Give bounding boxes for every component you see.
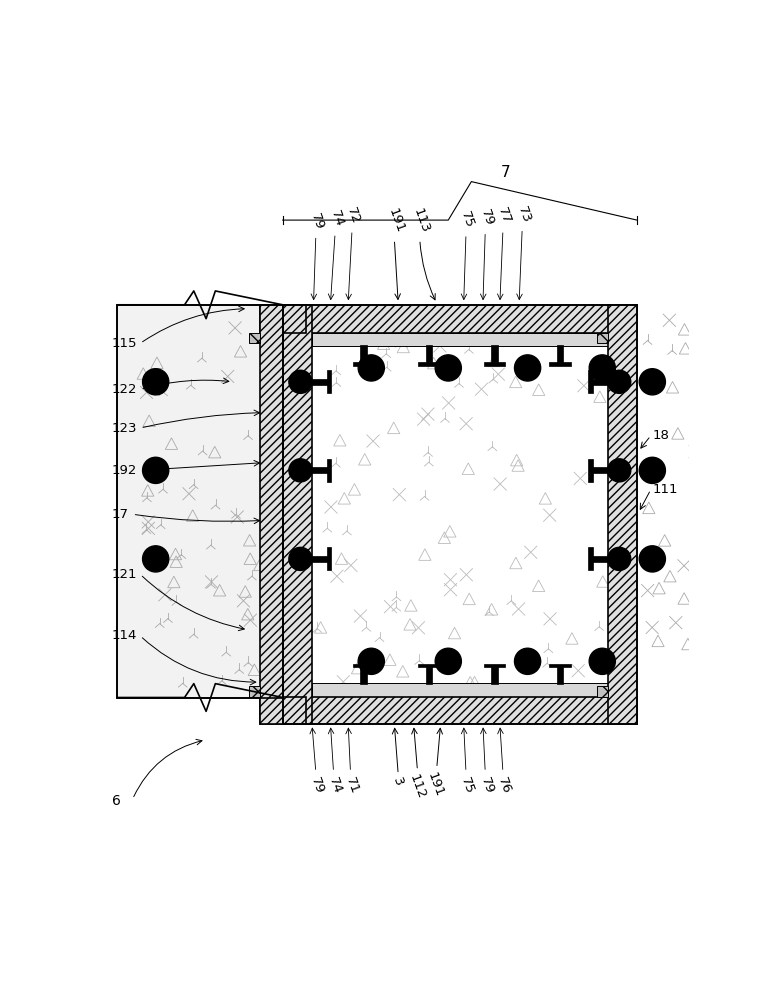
Text: 3: 3 bbox=[391, 776, 406, 788]
Bar bbox=[492, 667, 498, 684]
Text: 79: 79 bbox=[309, 211, 326, 232]
Text: 74: 74 bbox=[326, 776, 344, 796]
Text: 122: 122 bbox=[112, 383, 137, 396]
Text: 73: 73 bbox=[515, 204, 533, 225]
Circle shape bbox=[289, 370, 312, 393]
Bar bbox=[312, 333, 607, 346]
Circle shape bbox=[289, 459, 312, 482]
Text: 74: 74 bbox=[328, 209, 346, 229]
Text: 113: 113 bbox=[411, 206, 432, 235]
Text: 17: 17 bbox=[112, 508, 129, 521]
Circle shape bbox=[607, 459, 631, 482]
Bar bbox=[492, 345, 498, 362]
Bar bbox=[557, 345, 563, 362]
Text: 72: 72 bbox=[345, 206, 362, 226]
Bar bbox=[484, 362, 505, 366]
Bar bbox=[260, 305, 283, 724]
Bar bbox=[588, 459, 593, 482]
Bar bbox=[588, 370, 593, 393]
Circle shape bbox=[515, 648, 541, 674]
Bar bbox=[607, 305, 637, 724]
Bar bbox=[360, 667, 366, 684]
Bar bbox=[260, 697, 306, 724]
Text: 115: 115 bbox=[112, 337, 137, 350]
Text: 79: 79 bbox=[309, 776, 326, 796]
Circle shape bbox=[639, 546, 665, 572]
Bar bbox=[326, 370, 331, 393]
Bar bbox=[591, 556, 609, 562]
Bar bbox=[249, 333, 260, 343]
Text: 111: 111 bbox=[652, 483, 678, 496]
Circle shape bbox=[607, 547, 631, 570]
Text: 191: 191 bbox=[386, 206, 407, 235]
Bar bbox=[549, 362, 571, 366]
Text: 77: 77 bbox=[495, 206, 514, 226]
Text: 114: 114 bbox=[112, 629, 137, 642]
Text: 123: 123 bbox=[112, 422, 137, 434]
Circle shape bbox=[607, 370, 631, 393]
Bar bbox=[353, 362, 374, 366]
Circle shape bbox=[143, 369, 169, 395]
Bar bbox=[283, 305, 637, 724]
Bar bbox=[326, 547, 331, 570]
Bar bbox=[426, 345, 432, 362]
Text: 18: 18 bbox=[652, 429, 669, 442]
Bar bbox=[326, 459, 331, 482]
Bar bbox=[588, 547, 593, 570]
Text: 112: 112 bbox=[407, 773, 428, 801]
Bar bbox=[591, 379, 609, 385]
Text: 75: 75 bbox=[458, 210, 476, 230]
Bar bbox=[549, 664, 571, 667]
Bar bbox=[419, 362, 440, 366]
Bar bbox=[283, 305, 312, 724]
Circle shape bbox=[358, 648, 384, 674]
Bar bbox=[310, 556, 329, 562]
Bar bbox=[591, 467, 609, 473]
Bar bbox=[426, 667, 432, 684]
Text: 79: 79 bbox=[478, 776, 496, 796]
Bar bbox=[310, 379, 329, 385]
Circle shape bbox=[515, 355, 541, 381]
Circle shape bbox=[639, 457, 665, 483]
Bar bbox=[118, 305, 283, 698]
Circle shape bbox=[143, 457, 169, 483]
Text: 76: 76 bbox=[495, 776, 514, 796]
Text: 75: 75 bbox=[458, 776, 476, 796]
Circle shape bbox=[589, 355, 615, 381]
Circle shape bbox=[435, 355, 462, 381]
Bar bbox=[419, 664, 440, 667]
Circle shape bbox=[143, 546, 169, 572]
Text: 71: 71 bbox=[343, 776, 361, 796]
Bar bbox=[360, 345, 366, 362]
Text: 6: 6 bbox=[112, 794, 121, 808]
Text: 121: 121 bbox=[112, 568, 137, 581]
Bar bbox=[249, 686, 260, 697]
Text: 7: 7 bbox=[502, 165, 511, 180]
Text: 191: 191 bbox=[425, 771, 445, 799]
Circle shape bbox=[435, 648, 462, 674]
Bar bbox=[353, 664, 374, 667]
Circle shape bbox=[589, 648, 615, 674]
Bar bbox=[283, 305, 637, 333]
Circle shape bbox=[289, 547, 312, 570]
Bar bbox=[484, 664, 505, 667]
Bar bbox=[597, 686, 607, 697]
Bar bbox=[310, 467, 329, 473]
Text: 79: 79 bbox=[478, 207, 496, 228]
Bar bbox=[312, 683, 607, 697]
Text: 192: 192 bbox=[112, 464, 137, 477]
Circle shape bbox=[639, 369, 665, 395]
Bar bbox=[557, 667, 563, 684]
Bar bbox=[283, 697, 637, 724]
Bar bbox=[260, 305, 306, 333]
Circle shape bbox=[358, 355, 384, 381]
Bar bbox=[597, 333, 607, 343]
Bar bbox=[118, 305, 283, 698]
